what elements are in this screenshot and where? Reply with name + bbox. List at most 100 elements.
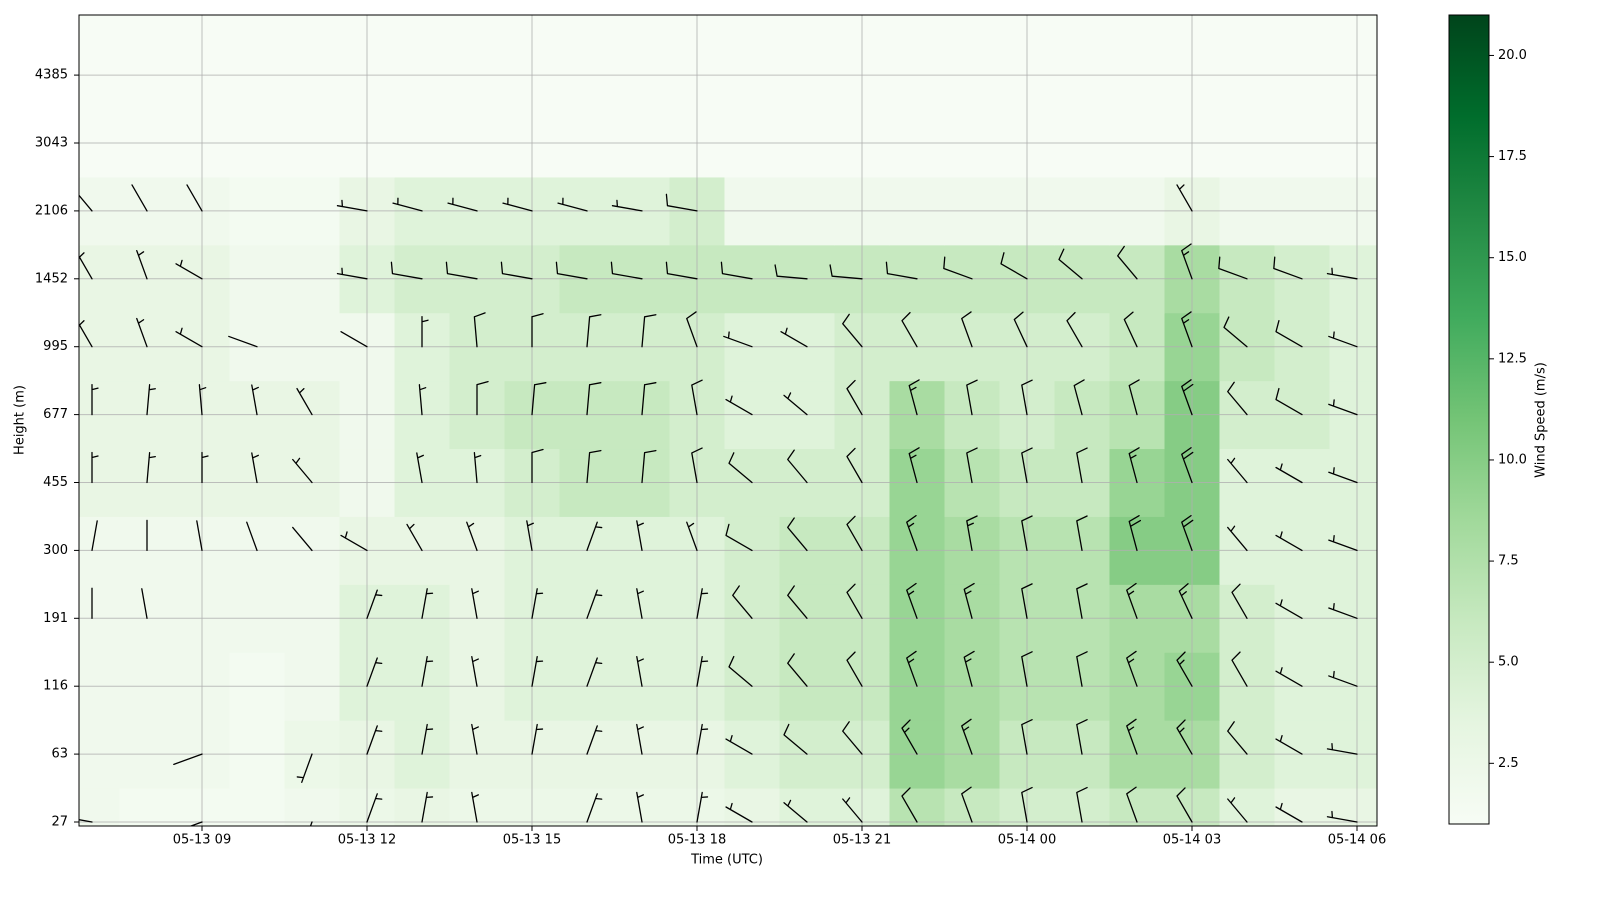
wind-barb — [175, 259, 203, 280]
wind-barb — [1128, 447, 1140, 484]
wind-barb — [390, 261, 423, 280]
wind-barb — [908, 379, 920, 416]
barb-path — [1021, 651, 1033, 687]
barb-path — [1021, 583, 1033, 619]
barb-path — [1021, 786, 1033, 823]
wind-barb — [251, 384, 259, 416]
barb-path — [1076, 583, 1088, 619]
barb-path — [1076, 786, 1088, 823]
barb-path — [842, 797, 863, 823]
barb-path — [885, 261, 918, 280]
wind-barb — [636, 588, 644, 619]
wind-barb — [846, 379, 863, 416]
wind-barb — [531, 448, 544, 484]
wind-barb — [966, 379, 978, 416]
wind-barb — [1181, 379, 1194, 416]
wind-barb — [198, 384, 207, 416]
wind-barb — [421, 588, 434, 619]
barb-path — [963, 582, 975, 619]
barb-path — [961, 311, 973, 348]
barb-path — [146, 451, 156, 484]
barb-path — [555, 261, 588, 280]
wind-barb — [636, 791, 644, 823]
wind-barb — [421, 316, 429, 348]
barb-path — [1275, 531, 1303, 552]
wind-barb — [728, 452, 753, 484]
wind-barb — [366, 793, 383, 823]
wind-barb — [696, 588, 709, 619]
wind-barb — [846, 583, 863, 619]
barb-path — [783, 392, 808, 416]
barb-path — [466, 521, 478, 552]
barb-path — [1328, 331, 1358, 348]
barb-path — [1128, 515, 1142, 552]
wind-barb — [787, 653, 808, 687]
barb-path — [901, 719, 918, 755]
barb-path — [1227, 525, 1248, 552]
barb-path — [586, 589, 603, 619]
x-tick-label: 05-14 06 — [1328, 833, 1386, 848]
barb-path — [1326, 810, 1358, 823]
barb-path — [531, 448, 544, 484]
wind-barb — [1076, 651, 1088, 687]
barb-path — [1126, 786, 1138, 823]
barb-path — [531, 382, 547, 416]
wind-barb — [1227, 721, 1248, 755]
wind-barb — [1328, 467, 1358, 484]
wind-barb — [1326, 810, 1358, 823]
y-tick-label: 1452 — [35, 271, 68, 286]
barb-path — [696, 656, 709, 687]
wind-barb — [418, 384, 427, 416]
wind-barb — [846, 515, 863, 552]
wind-barb — [842, 313, 863, 348]
wind-barb — [641, 449, 657, 484]
wind-barb — [586, 725, 603, 755]
wind-barb — [885, 261, 918, 280]
barb-path — [1176, 651, 1193, 687]
axes: 05-13 09 05-13 12 05-13 15 05-13 18 05-13 21… — [35, 48, 1527, 848]
barbs — [79, 184, 1358, 826]
barb-path — [691, 379, 703, 416]
wind-barb — [586, 382, 602, 416]
barb-path — [610, 261, 643, 280]
wind-barb — [531, 588, 544, 619]
wind-barb — [246, 521, 258, 552]
barb-path — [421, 588, 434, 619]
wind-barb — [251, 452, 259, 484]
wind-barb — [1275, 463, 1303, 484]
barb-path — [1231, 583, 1248, 619]
wind-barb — [963, 582, 975, 619]
wind-barb — [961, 786, 973, 823]
barb-path — [783, 799, 808, 823]
barb-path — [136, 249, 148, 280]
barb-path — [1073, 379, 1085, 416]
barb-path — [531, 656, 544, 687]
barb-path — [1021, 719, 1033, 755]
wind-barb — [906, 582, 918, 619]
barb-path — [557, 197, 588, 212]
barb-path — [91, 383, 99, 416]
wind-barb — [1013, 311, 1028, 348]
barb-path — [725, 395, 753, 416]
barb-path — [636, 791, 644, 823]
barb-path — [787, 449, 808, 484]
barb-path — [141, 588, 148, 619]
wind-barb — [557, 197, 588, 212]
barb-path — [1126, 718, 1138, 755]
wind-barb — [787, 517, 808, 552]
barb-path — [336, 199, 368, 212]
wind-barb — [471, 791, 479, 823]
barb-path — [471, 791, 479, 823]
grid — [79, 15, 1377, 826]
wind-barb — [720, 261, 753, 280]
y-tick-label: 2106 — [35, 203, 68, 218]
x-tick-label: 05-14 03 — [1163, 833, 1221, 848]
barb-path — [586, 521, 603, 552]
barb-path — [1076, 447, 1088, 484]
wind-barb — [292, 457, 313, 484]
y-tick-label: 191 — [43, 611, 68, 626]
wind-barb — [531, 313, 544, 348]
wind-barb — [91, 383, 99, 416]
wind-barb — [1328, 535, 1358, 552]
barb-path — [292, 526, 313, 552]
